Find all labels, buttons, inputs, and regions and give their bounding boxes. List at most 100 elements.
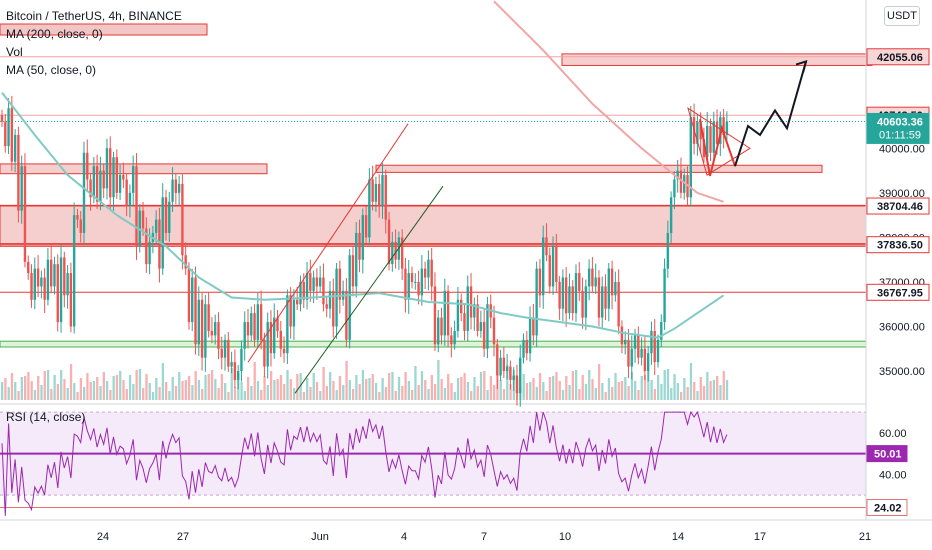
volume-bar bbox=[683, 378, 686, 400]
time-tick-label: 27 bbox=[177, 531, 189, 543]
candle bbox=[23, 166, 27, 262]
candle bbox=[223, 339, 227, 358]
volume-bar bbox=[46, 370, 50, 400]
price-tag[interactable] bbox=[866, 112, 930, 144]
candle bbox=[407, 273, 410, 300]
currency-button[interactable]: USDT bbox=[884, 6, 920, 26]
candle bbox=[141, 210, 145, 229]
zone-green[interactable] bbox=[0, 340, 867, 348]
volume-bar bbox=[676, 383, 679, 400]
volume-bar bbox=[552, 376, 555, 400]
volume-bar bbox=[571, 371, 575, 400]
volume-bar bbox=[191, 385, 194, 400]
volume-bar bbox=[653, 389, 657, 400]
candle bbox=[587, 268, 591, 287]
candle bbox=[696, 121, 699, 144]
volume-bar bbox=[470, 391, 473, 400]
candle bbox=[719, 117, 722, 144]
volume-bar bbox=[427, 389, 430, 400]
zone-red[interactable] bbox=[561, 53, 873, 66]
volume-bar bbox=[338, 376, 342, 400]
volume-bar bbox=[597, 364, 601, 400]
rsi-legend[interactable]: RSI (14, close) bbox=[6, 410, 85, 424]
volume-bar bbox=[725, 380, 729, 400]
rsi-pane[interactable]: RSI (14, close) bbox=[0, 410, 866, 516]
candle bbox=[269, 322, 273, 354]
zone-red[interactable] bbox=[375, 164, 823, 173]
volume-bar bbox=[620, 381, 624, 400]
volume-bar bbox=[20, 377, 23, 400]
candle bbox=[374, 183, 378, 202]
vol-legend[interactable]: Vol bbox=[6, 45, 23, 59]
volume-bar bbox=[17, 391, 20, 400]
candle bbox=[555, 246, 558, 282]
candle bbox=[95, 166, 99, 202]
ma50-line bbox=[1, 91, 725, 339]
volume-bar bbox=[142, 388, 145, 400]
candle bbox=[79, 219, 82, 233]
volume-bar bbox=[178, 372, 181, 400]
time-tick-label: 10 bbox=[559, 531, 571, 543]
rsi-tag[interactable] bbox=[866, 445, 908, 463]
volume-bar bbox=[506, 365, 509, 400]
time-tick-label: 7 bbox=[481, 531, 487, 543]
rsi-tag-label: 24.02 bbox=[874, 503, 902, 515]
volume-bar bbox=[696, 391, 699, 400]
candle bbox=[653, 330, 656, 363]
price-tag[interactable] bbox=[866, 197, 930, 215]
candle bbox=[273, 317, 276, 354]
time-axis[interactable]: 24 27 Jun 4 7 10 14 17 21 bbox=[0, 519, 932, 543]
candle bbox=[227, 339, 230, 367]
candle bbox=[250, 313, 253, 336]
candle bbox=[17, 134, 20, 211]
volume-bar bbox=[450, 383, 453, 400]
volume-bar bbox=[105, 381, 109, 400]
price-pane[interactable] bbox=[0, 0, 873, 407]
price-axis[interactable]: 35000.0036000.0037000.0038000.0039000.00… bbox=[865, 0, 930, 520]
price-tag-label: 40603.36 bbox=[877, 116, 923, 128]
candle bbox=[194, 277, 197, 345]
candle bbox=[233, 362, 237, 380]
zone-red[interactable] bbox=[0, 204, 867, 247]
channel-lower-line bbox=[294, 185, 444, 394]
volume-bar bbox=[673, 374, 676, 400]
candle bbox=[256, 304, 260, 340]
candle bbox=[348, 255, 351, 340]
ma50-legend[interactable]: MA (50, close, 0) bbox=[6, 63, 97, 77]
candle bbox=[82, 152, 86, 233]
candle bbox=[528, 317, 532, 354]
volume-bar bbox=[529, 382, 532, 400]
volume-bar bbox=[306, 378, 309, 400]
volume-bar bbox=[558, 381, 561, 400]
price-tag[interactable] bbox=[866, 283, 930, 301]
candle bbox=[443, 290, 446, 336]
volume-bar bbox=[345, 361, 348, 400]
candle bbox=[519, 357, 522, 394]
volume-bar bbox=[650, 380, 653, 400]
candle bbox=[410, 273, 414, 282]
symbol-title[interactable]: Bitcoin / TetherUS, 4h, BINANCE bbox=[6, 9, 182, 23]
price-tag[interactable] bbox=[866, 48, 930, 66]
volume-bar bbox=[224, 383, 227, 400]
candle bbox=[463, 313, 466, 331]
candle bbox=[118, 175, 122, 193]
volume-bar bbox=[174, 386, 178, 400]
candle bbox=[371, 179, 374, 202]
candle bbox=[384, 175, 387, 220]
volume-bar bbox=[417, 385, 420, 400]
volume-bar bbox=[617, 382, 620, 400]
rsi-tag[interactable] bbox=[866, 499, 908, 517]
volume-bar bbox=[217, 388, 220, 400]
candle bbox=[309, 273, 312, 291]
candle bbox=[220, 348, 223, 358]
price-tag[interactable] bbox=[866, 236, 930, 254]
candle bbox=[400, 237, 404, 269]
volume-bar bbox=[453, 392, 456, 400]
candle bbox=[46, 259, 50, 300]
volume-bar bbox=[394, 391, 397, 400]
volume-bar bbox=[319, 391, 322, 400]
candle bbox=[479, 322, 483, 331]
candle bbox=[246, 322, 250, 336]
ma200-legend[interactable]: MA (200, close, 0) bbox=[6, 27, 103, 41]
